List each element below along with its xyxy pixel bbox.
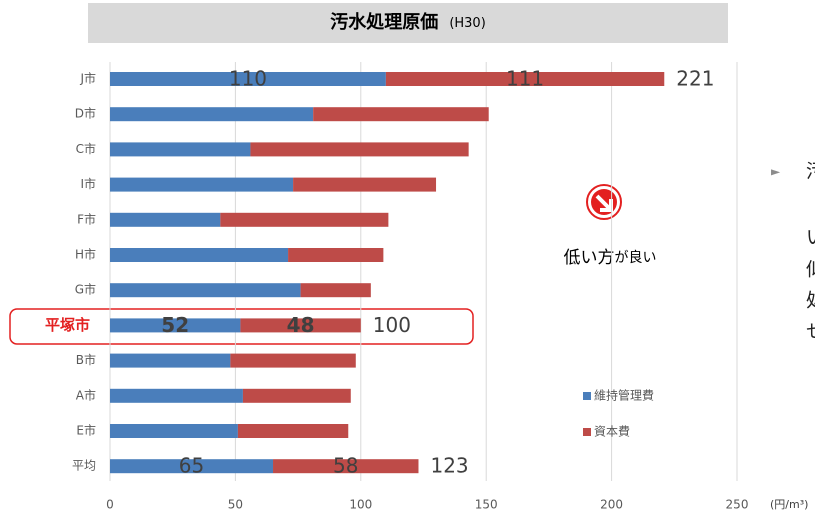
y-tick-label: E市 [76, 423, 96, 438]
bar-segment [110, 353, 231, 368]
x-unit: (円/m³) [770, 498, 808, 511]
side-text: 処 [806, 290, 815, 312]
x-tick-label: 50 [228, 498, 243, 512]
x-tick-label: 200 [600, 498, 623, 512]
bar-segment [385, 72, 665, 86]
arrow-glyph [595, 194, 613, 212]
x-tick-label: 150 [475, 498, 498, 512]
annotation: 低い方が良い [564, 248, 657, 268]
bar-segment [250, 142, 469, 157]
legend-swatch [583, 428, 591, 436]
bar-segment [300, 283, 371, 298]
bar-segment [110, 424, 238, 438]
chart-title-group: 汚水処理原価 (H30) [330, 11, 486, 33]
y-tick-label: H市 [75, 247, 96, 262]
chart-title-note: (H30) [449, 16, 485, 31]
bar-segment [230, 353, 356, 368]
bar-segment [220, 212, 389, 227]
side-text: 似 [806, 259, 815, 281]
title-band [88, 3, 728, 43]
data-label: 110 [229, 67, 267, 91]
annotation-tail: が良い [615, 250, 657, 266]
side-text: せ [806, 321, 815, 343]
x-tick-label: 100 [349, 498, 372, 512]
bar-segment [293, 177, 437, 192]
bar-segment [110, 318, 241, 333]
data-label: 111 [506, 67, 544, 91]
side-bullet: ► [771, 165, 781, 179]
legend-swatch [583, 392, 591, 400]
total-label: 123 [430, 454, 468, 478]
bar-segment [110, 72, 386, 86]
y-tick-label: D市 [75, 106, 96, 121]
data-label: 65 [179, 454, 204, 478]
side-text: い [806, 227, 815, 249]
y-tick-label: B市 [76, 352, 96, 367]
data-label: 52 [161, 313, 189, 337]
legend-label: 維持管理費 [594, 388, 654, 403]
y-tick-label: A市 [76, 387, 96, 402]
bar-segment [110, 177, 294, 192]
x-tick-label: 0 [106, 498, 114, 512]
bar-segment [110, 388, 243, 403]
chart-title: 汚水処理原価 [330, 11, 438, 33]
y-tick-label: C市 [76, 141, 96, 156]
bar-segment [110, 283, 301, 298]
y-tick-label: F市 [77, 211, 96, 226]
bar-segment [237, 424, 349, 438]
side-text: 汚 [806, 161, 815, 183]
bar-segment [273, 459, 419, 474]
bar-segment [242, 388, 351, 403]
y-tick-label: G市 [75, 282, 96, 297]
bar-segment [110, 107, 314, 122]
bar-segment [110, 212, 221, 227]
y-tick-label: 平均 [72, 459, 96, 473]
legend-label: 資本費 [594, 424, 630, 439]
data-label: 48 [287, 313, 315, 337]
total-label: 221 [676, 67, 714, 91]
bar-segment [110, 142, 251, 157]
y-tick-label: I市 [80, 176, 96, 191]
data-label: 58 [333, 454, 358, 478]
bar-segment [110, 459, 274, 474]
y-tick-label: J市 [79, 71, 96, 86]
bar-segment [288, 248, 384, 262]
highlight-box [9, 308, 474, 345]
x-tick-label: 250 [726, 498, 749, 512]
y-tick-label: 平塚市 [45, 316, 90, 334]
annotation-main: 低い方 [564, 248, 615, 268]
total-label: 100 [373, 313, 411, 337]
bar-segment [313, 107, 489, 122]
bar-segment [240, 318, 361, 333]
bar-segment [110, 248, 289, 262]
